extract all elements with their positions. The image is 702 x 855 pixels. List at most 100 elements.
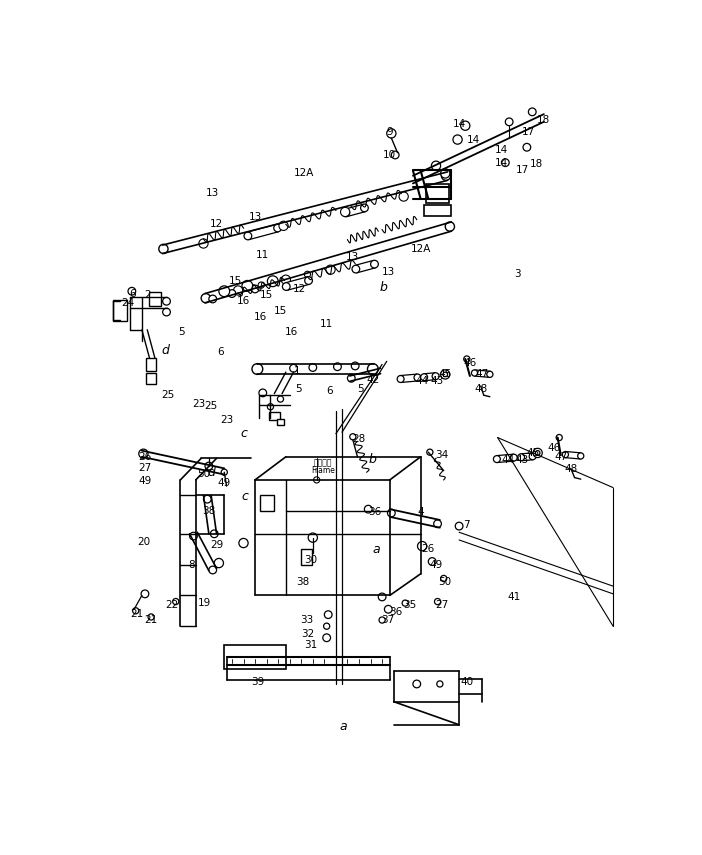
- Circle shape: [324, 623, 330, 629]
- Circle shape: [453, 135, 462, 144]
- Text: 41: 41: [508, 592, 521, 602]
- Circle shape: [290, 364, 298, 372]
- Circle shape: [420, 374, 428, 380]
- Circle shape: [414, 374, 421, 381]
- Circle shape: [324, 610, 332, 618]
- Text: フレーム: フレーム: [314, 458, 332, 468]
- Circle shape: [378, 593, 386, 601]
- Circle shape: [211, 530, 218, 538]
- Circle shape: [523, 144, 531, 151]
- Text: 23: 23: [220, 415, 233, 425]
- Circle shape: [428, 557, 436, 565]
- Circle shape: [209, 566, 216, 574]
- Circle shape: [441, 575, 446, 581]
- Circle shape: [379, 617, 385, 623]
- Circle shape: [427, 449, 433, 455]
- Circle shape: [228, 290, 236, 298]
- Circle shape: [529, 108, 536, 115]
- Circle shape: [505, 118, 513, 126]
- Circle shape: [252, 363, 263, 374]
- Circle shape: [432, 161, 441, 170]
- Circle shape: [214, 558, 223, 568]
- Circle shape: [562, 451, 569, 457]
- Text: 46: 46: [547, 443, 560, 452]
- Circle shape: [234, 286, 243, 295]
- Text: 49: 49: [430, 560, 443, 569]
- Text: 9: 9: [387, 127, 393, 137]
- Text: 27: 27: [138, 463, 152, 473]
- Circle shape: [529, 453, 536, 460]
- Text: 31: 31: [304, 640, 317, 650]
- Text: 5: 5: [178, 327, 185, 337]
- Circle shape: [244, 232, 252, 239]
- Circle shape: [323, 634, 331, 641]
- Text: 3: 3: [515, 268, 521, 279]
- Text: a: a: [372, 543, 380, 556]
- Text: 15: 15: [229, 276, 242, 286]
- Circle shape: [494, 456, 501, 463]
- Text: b: b: [380, 281, 388, 294]
- Text: 48: 48: [565, 464, 578, 475]
- Text: 44: 44: [502, 455, 515, 465]
- Circle shape: [340, 207, 350, 216]
- Text: 38: 38: [296, 576, 310, 587]
- Polygon shape: [565, 451, 581, 459]
- Text: d: d: [161, 344, 169, 357]
- Circle shape: [173, 598, 179, 604]
- Circle shape: [443, 372, 448, 377]
- Text: 43: 43: [431, 376, 444, 386]
- Circle shape: [434, 520, 442, 528]
- Text: 18: 18: [537, 115, 550, 125]
- Circle shape: [536, 451, 540, 455]
- Circle shape: [441, 370, 450, 379]
- Text: Frame: Frame: [311, 466, 335, 475]
- Text: 4: 4: [417, 507, 424, 517]
- Circle shape: [305, 271, 310, 277]
- Circle shape: [279, 221, 288, 230]
- Circle shape: [402, 600, 409, 606]
- Circle shape: [501, 159, 509, 167]
- Text: d: d: [207, 466, 215, 479]
- Text: c: c: [241, 490, 249, 504]
- Circle shape: [461, 121, 470, 130]
- Bar: [269, 412, 279, 420]
- Circle shape: [159, 245, 168, 254]
- Circle shape: [133, 608, 139, 614]
- Text: 19: 19: [197, 598, 211, 608]
- Circle shape: [367, 363, 378, 374]
- Text: 20: 20: [137, 536, 150, 546]
- Circle shape: [347, 374, 355, 382]
- Bar: [150, 292, 161, 306]
- Text: 13: 13: [206, 188, 219, 198]
- Circle shape: [361, 204, 369, 212]
- Text: a: a: [340, 720, 347, 733]
- Polygon shape: [247, 224, 279, 239]
- Circle shape: [350, 433, 356, 439]
- Circle shape: [141, 590, 149, 598]
- Text: 26: 26: [138, 451, 152, 462]
- Text: 12: 12: [210, 219, 223, 229]
- Circle shape: [190, 533, 197, 540]
- Circle shape: [163, 308, 171, 315]
- Circle shape: [441, 168, 450, 178]
- Text: 14: 14: [466, 134, 479, 144]
- Circle shape: [351, 362, 359, 370]
- Circle shape: [277, 396, 284, 402]
- Bar: [224, 646, 286, 669]
- Circle shape: [510, 454, 517, 461]
- Text: 13: 13: [382, 267, 395, 277]
- Bar: [146, 358, 157, 370]
- Text: 16: 16: [237, 297, 250, 306]
- Circle shape: [387, 129, 396, 138]
- Circle shape: [309, 363, 317, 371]
- Circle shape: [259, 389, 267, 397]
- Text: 10: 10: [383, 150, 397, 160]
- Text: 23: 23: [192, 399, 206, 410]
- Circle shape: [533, 448, 542, 457]
- Text: 43: 43: [516, 455, 529, 465]
- Text: 33: 33: [300, 615, 313, 625]
- Circle shape: [219, 286, 230, 297]
- Text: 26: 26: [422, 544, 435, 554]
- Polygon shape: [345, 204, 366, 216]
- Text: 32: 32: [300, 629, 314, 639]
